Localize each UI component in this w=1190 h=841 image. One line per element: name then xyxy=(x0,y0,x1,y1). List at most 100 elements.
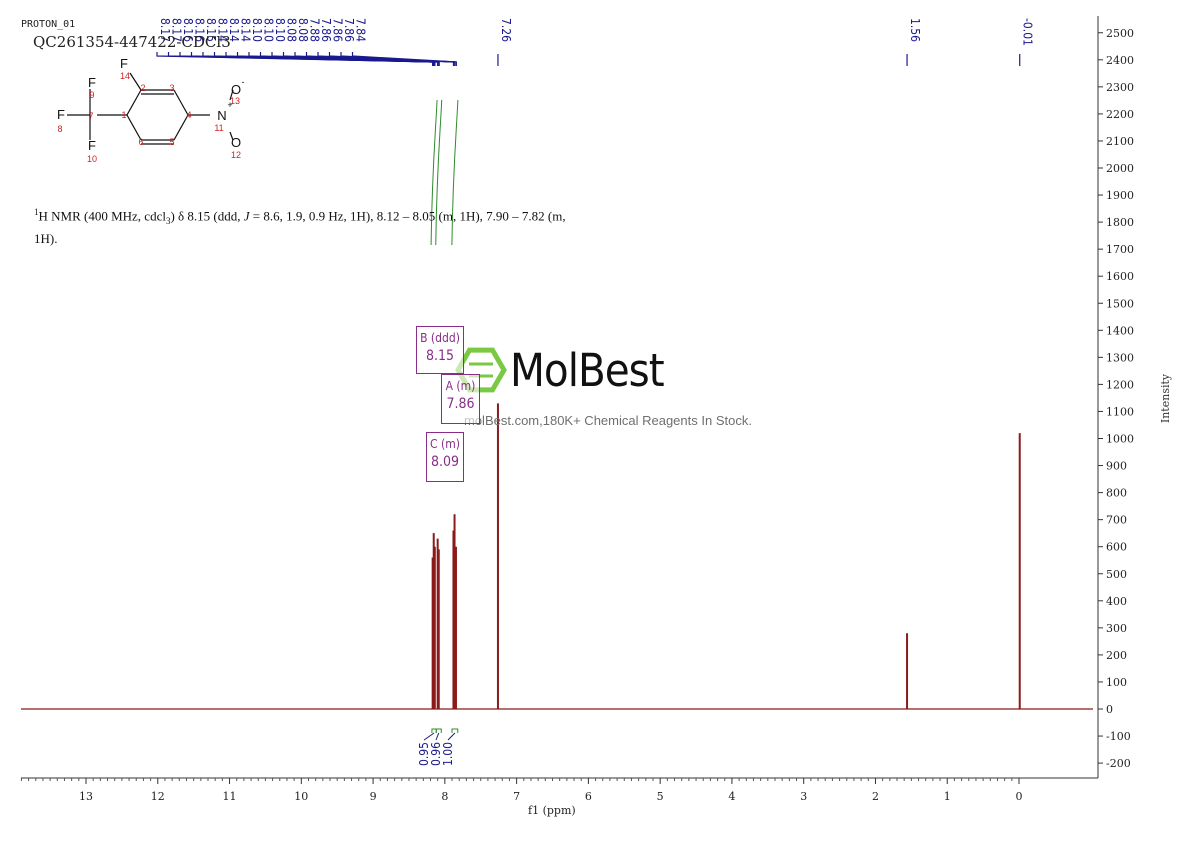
multiplet-label: A (m) xyxy=(445,379,476,393)
peak-label: 8.14 xyxy=(216,18,230,42)
description-prefix: H NMR (400 MHz, cdcl xyxy=(38,208,166,224)
y-tick-label: 1900 xyxy=(1106,189,1134,202)
x-tick-label: 2 xyxy=(872,790,879,803)
peak-label: 7.26 xyxy=(499,18,513,42)
integral-curve xyxy=(451,99,459,246)
atom-label: O xyxy=(231,82,241,97)
atom-label: F xyxy=(88,75,96,90)
atom-number: 10 xyxy=(87,154,97,164)
multiplet-shift: 8.15 xyxy=(425,348,455,364)
y-tick-label: 100 xyxy=(1106,676,1127,689)
watermark-name: MolBest xyxy=(510,344,665,397)
atom-number: 1 xyxy=(121,110,126,120)
integral-value: 0.96 xyxy=(429,742,443,766)
atom-label: F xyxy=(120,56,128,71)
integral-bracket xyxy=(435,728,442,733)
y-tick-label: 2500 xyxy=(1106,27,1134,40)
multiplet-shift: 7.86 xyxy=(446,396,475,412)
integral-value: 1.00 xyxy=(441,742,455,766)
peak-label: 8.10 xyxy=(262,18,276,42)
x-tick-label: 0 xyxy=(1016,790,1023,803)
peak-label: 8.10 xyxy=(273,18,287,42)
y-tick-label: 400 xyxy=(1106,595,1127,608)
x-tick-label: 12 xyxy=(151,790,165,803)
y-tick-label: 1400 xyxy=(1106,324,1134,337)
bond xyxy=(173,114,189,141)
description-line2: 1H). xyxy=(34,230,58,246)
atom-number: 11 xyxy=(214,123,223,133)
bond xyxy=(229,131,234,141)
bond xyxy=(173,89,189,116)
integral-group: 0.950.961.00 xyxy=(417,99,459,766)
atom-number: 12 xyxy=(231,150,241,160)
atom-label: O xyxy=(231,135,241,150)
peak-label: 8.10 xyxy=(250,18,264,42)
x-axis-label: f1 (ppm) xyxy=(528,804,576,817)
x-tick-label: 8 xyxy=(441,790,448,803)
bond xyxy=(126,89,142,116)
y-tick-label: 200 xyxy=(1106,649,1127,662)
multiplet-box-a: A (m) 7.86 xyxy=(441,374,480,424)
peak-label: 8.16 xyxy=(193,18,207,42)
description-sub: 3 xyxy=(165,215,171,226)
y-tick-label: 300 xyxy=(1106,622,1127,635)
atom-number: 9 xyxy=(89,90,94,100)
y-tick-label: 900 xyxy=(1106,460,1127,473)
peak-label: 7.88 xyxy=(308,18,322,42)
bond xyxy=(126,114,142,141)
x-tick-label: 1 xyxy=(944,790,951,803)
x-tick-label: 10 xyxy=(294,790,308,803)
atom-number: 5 xyxy=(169,137,174,147)
atom-charge: - xyxy=(242,77,245,87)
y-tick-label: 0 xyxy=(1106,703,1113,716)
y-tick-label: 500 xyxy=(1106,568,1127,581)
integral-leader xyxy=(423,732,435,741)
multiplet-box-b: B (ddd) 8.15 xyxy=(416,326,464,374)
y-axis-label: Intensity xyxy=(1159,373,1173,424)
peak-label: 8.14 xyxy=(239,18,253,42)
experiment-name: PROTON_01 xyxy=(21,19,76,30)
peak-label-group: 8.178.178.168.168.158.148.148.148.108.10… xyxy=(156,18,1035,66)
atom-label: F xyxy=(88,138,96,153)
peak-label: 8.16 xyxy=(181,18,195,42)
watermark-url: molBest.com,180K+ Chemical Reagents In S… xyxy=(464,413,752,428)
peak-label: 7.86 xyxy=(319,18,333,42)
sample-name: QC261354-447422-CDCl3 xyxy=(33,33,231,51)
atom-label: F xyxy=(57,107,65,122)
atom-number: 14 xyxy=(120,71,130,81)
atom-number: 8 xyxy=(57,124,62,134)
y-tick-label: 1500 xyxy=(1106,297,1134,310)
y-tick-label: 1800 xyxy=(1106,216,1134,229)
atom-number: 3 xyxy=(169,83,174,93)
x-tick-label: 7 xyxy=(513,790,520,803)
atom-number: 13 xyxy=(230,96,240,106)
x-tick-label: 3 xyxy=(800,790,807,803)
y-tick-label: 2200 xyxy=(1106,108,1134,121)
peak-label: 8.14 xyxy=(227,18,241,42)
atom-number: 4 xyxy=(186,110,191,120)
peak-label: 7.86 xyxy=(342,18,356,42)
integral-value: 0.95 xyxy=(417,742,431,766)
atom-label: N xyxy=(217,108,226,123)
peak-label: 1.56 xyxy=(908,18,922,42)
spectrum-plot xyxy=(21,403,1093,710)
peak-label: 8.17 xyxy=(158,18,172,42)
description-sup: 1 xyxy=(34,207,39,217)
atom-charge: + xyxy=(227,100,232,110)
y-tick-label: 1300 xyxy=(1106,351,1134,364)
peak-label-leader xyxy=(351,52,457,66)
multiplet-shift: 8.09 xyxy=(430,454,460,470)
y-tick-label: 2300 xyxy=(1106,81,1134,94)
peak-label: 8.17 xyxy=(170,18,184,42)
integral-leader xyxy=(435,732,440,741)
multiplet-box-c: C (m) 8.09 xyxy=(426,432,464,482)
y-tick-label: 2100 xyxy=(1106,135,1134,148)
peak-label: 8.15 xyxy=(204,18,218,42)
y-tick-label: 1600 xyxy=(1106,270,1134,283)
y-tick-label: 1000 xyxy=(1106,433,1134,446)
x-tick-label: 9 xyxy=(370,790,377,803)
peak-label: 8.08 xyxy=(296,18,310,42)
y-tick-label: 1200 xyxy=(1106,378,1134,391)
chart-axes: 2500240023002200210020001900180017001600… xyxy=(20,16,1134,803)
